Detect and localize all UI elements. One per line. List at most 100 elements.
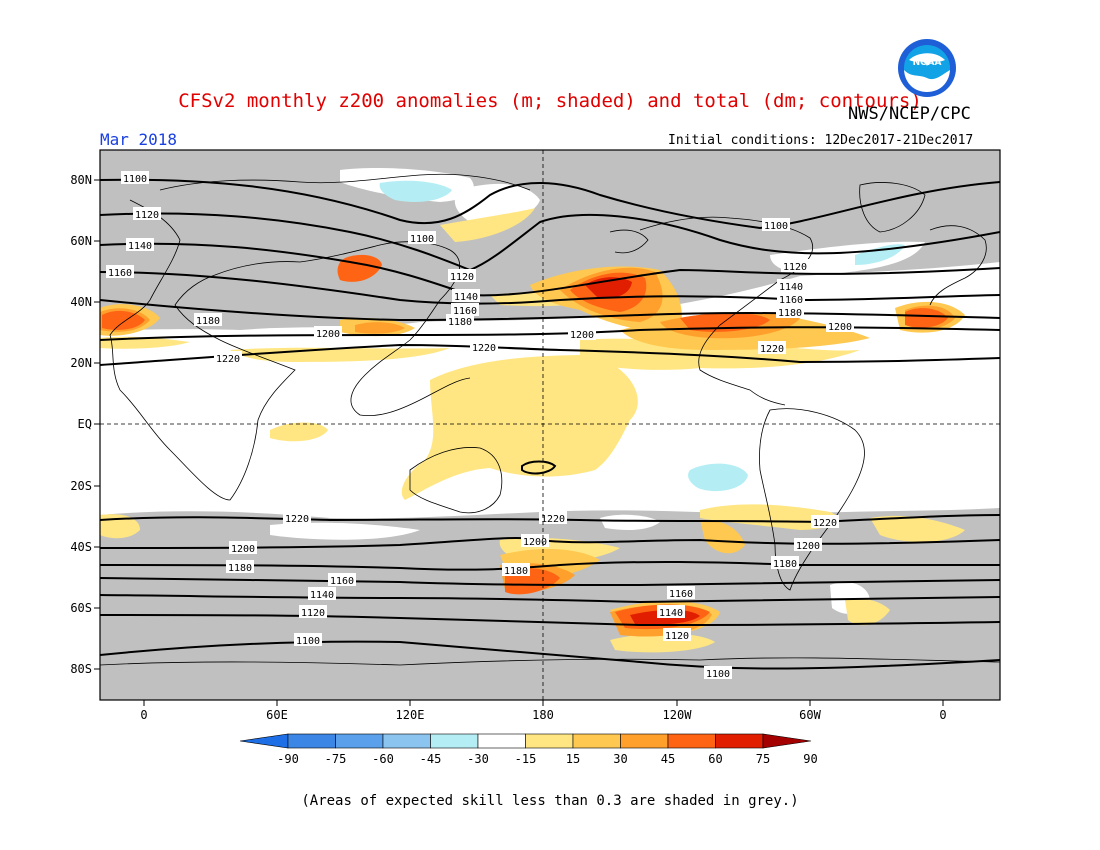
contour-label: 1220 [811,515,839,529]
contour-label: 1200 [521,534,549,548]
svg-text:1160: 1160 [108,268,132,279]
svg-text:1220: 1220 [472,343,496,354]
svg-text:1180: 1180 [773,559,797,570]
contour-label: 1220 [214,351,242,365]
contour-1180s [100,560,1000,571]
svg-text:1120: 1120 [665,631,689,642]
contour-label: 1100 [294,633,322,647]
svg-text:1140: 1140 [310,590,334,601]
contour-label: 1220 [758,341,786,355]
svg-text:1140: 1140 [779,282,803,293]
svg-text:60S: 60S [70,601,92,615]
contour-1100s [100,640,1000,670]
svg-text:80S: 80S [70,662,92,676]
lat-tick: 80N [70,173,100,187]
svg-text:1100: 1100 [764,221,788,232]
contour-label: 1220 [539,511,567,525]
agency-label: NWS/NCEP/CPC [848,104,971,124]
svg-text:1100: 1100 [410,234,434,245]
contour-label: 1100 [408,231,436,245]
contour-label: 1220 [470,340,498,354]
svg-text:1180: 1180 [504,566,528,577]
svg-text:120W: 120W [663,708,693,722]
svg-text:1220: 1220 [541,514,565,525]
contour-label: 1180 [194,313,222,327]
svg-text:60E: 60E [266,708,288,722]
contour-1100 [100,178,1000,230]
lat-tick: 20S [70,479,100,493]
svg-text:1160: 1160 [453,306,477,317]
lat-tick: 20N [70,356,100,370]
lat-tick: 80S [70,662,100,676]
svg-text:1200: 1200 [796,541,820,552]
contour-label: 1180 [446,314,474,328]
svg-text:120E: 120E [396,708,425,722]
svg-text:1220: 1220 [216,354,240,365]
skill-footnote: (Areas of expected skill less than 0.3 a… [301,793,799,809]
asia-outline [214,241,471,417]
svg-text:1220: 1220 [813,518,837,529]
contour-label: 1120 [781,259,809,273]
svg-text:60N: 60N [70,234,92,248]
svg-text:1200: 1200 [523,537,547,548]
longitude-axis: 0 60E 120E 180 120W 60W 0 [140,700,947,722]
contour-label: 1200 [229,541,257,555]
svg-text:1120: 1120 [135,210,159,221]
contour-label: 1160 [106,265,134,279]
lat-tick: 60N [70,234,100,248]
contour-1140n [100,242,1000,297]
svg-text:1180: 1180 [778,308,802,319]
contour-label: 1140 [777,279,805,293]
greenland-outline [859,182,926,233]
svg-text:20S: 20S [70,479,92,493]
contour-1160n [100,271,1000,305]
latitude-axis: 80N 60N 40N 20N EQ 20S 40S 60S 80S [70,173,100,676]
map-frame [99,149,1001,701]
noaa-logo: NOAA [898,39,956,97]
alaska-outline [609,229,649,254]
contour-label: 1160 [328,573,356,587]
lat-tick: EQ [78,417,100,431]
height-contours [100,178,1000,670]
svg-text:1180: 1180 [196,316,220,327]
contour-1140s [100,594,1000,604]
lon-tick: 0 [140,700,148,722]
contour-label: 1120 [448,269,476,283]
svg-text:0: 0 [939,708,946,722]
contour-label: 1120 [299,605,327,619]
contour-label: 1140 [308,587,336,601]
contour-label: 1160 [451,303,479,317]
svg-text:1120: 1120 [301,608,325,619]
contour-small-loop [521,460,557,475]
contour-label: 1180 [776,305,804,319]
svg-text:1160: 1160 [779,295,803,306]
svg-text:1200: 1200 [316,329,340,340]
europe-africa-outline [109,199,296,501]
svg-text:EQ: EQ [78,417,92,431]
contour-label: 1160 [777,292,805,306]
siberia-outline [159,173,531,191]
contour-1220n [100,343,1000,366]
lon-tick: 0 [939,700,947,722]
contour-1160s [100,577,1000,587]
antarctica-outline [100,657,1000,666]
svg-text:1180: 1180 [228,563,252,574]
chart-title: CFSv2 monthly z200 anomalies (m; shaded)… [178,90,922,112]
contour-1200n [100,326,1000,341]
svg-text:60W: 60W [799,708,821,722]
contour-label: 1120 [663,628,691,642]
svg-text:1120: 1120 [450,272,474,283]
contour-label: 1140 [657,605,685,619]
svg-text:1100: 1100 [296,636,320,647]
contour-label: 1180 [502,563,530,577]
contour-1120n [100,212,1000,272]
contour-label: 1220 [283,511,311,525]
contour-label: 1120 [133,207,161,221]
contour-label: 1180 [771,556,799,570]
svg-text:1140: 1140 [454,292,478,303]
contour-label: 1160 [667,586,695,600]
lat-tick: 40N [70,295,100,309]
contour-label: 1200 [826,319,854,333]
lon-tick: 120E [396,700,425,722]
